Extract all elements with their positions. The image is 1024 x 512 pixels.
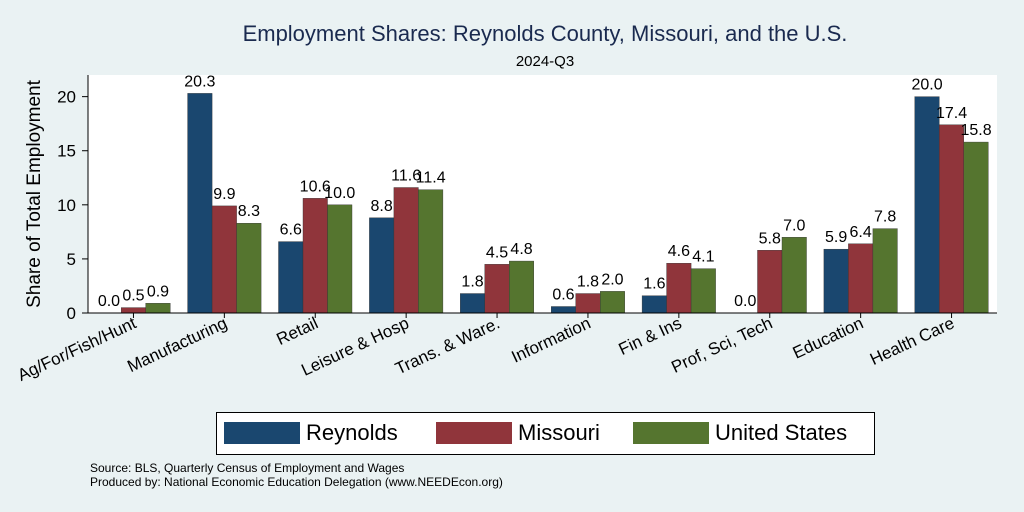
bar-reynolds-health-care — [914, 96, 940, 314]
chart-title: Employment Shares: Reynolds County, Miss… — [243, 21, 848, 46]
bar-reynolds-manufacturing — [187, 93, 213, 314]
bar-label-reynolds-health-care: 20.0 — [911, 77, 942, 94]
bar-missouri-manufacturing — [211, 205, 237, 314]
x-tick-label-health-care: Health Care — [867, 313, 957, 369]
x-tick-label-trans-ware: Trans. & Ware. — [392, 313, 502, 378]
bar-label-united-states-retail: 10.0 — [324, 185, 355, 202]
produced-by-line: Produced by: National Economic Education… — [90, 475, 503, 489]
x-tick-label-retail: Retail — [274, 313, 321, 349]
bar-label-united-states-manufacturing: 8.3 — [238, 203, 260, 220]
chart-subtitle: 2024-Q3 — [516, 53, 574, 70]
bar-label-missouri-fin-ins: 4.6 — [668, 243, 690, 260]
source-line: Source: BLS, Quarterly Census of Employm… — [90, 461, 405, 475]
bar-label-missouri-trans-ware: 4.5 — [486, 244, 508, 261]
x-tick-label-education: Education — [790, 313, 867, 362]
bar-label-united-states-leisure-hosp: 11.4 — [416, 170, 446, 187]
bar-missouri-ag-for-fish-hunt — [120, 307, 146, 314]
bar-label-united-states-ag-for-fish-hunt: 0.9 — [147, 283, 169, 300]
bar-missouri-retail — [302, 198, 328, 314]
bar-reynolds-fin-ins — [641, 295, 667, 314]
bar-label-reynolds-retail: 6.6 — [280, 222, 302, 239]
bar-reynolds-leisure-hosp — [369, 217, 395, 314]
legend-label-reynolds: Reynolds — [306, 420, 398, 445]
x-tick-label-information: Information — [509, 313, 594, 366]
y-axis-label: Share of Total Employment — [24, 79, 45, 307]
bar-missouri-leisure-hosp — [393, 187, 419, 314]
bar-reynolds-trans-ware — [460, 293, 485, 314]
bar-reynolds-information — [551, 306, 576, 314]
bar-missouri-education — [848, 243, 874, 314]
bar-label-united-states-trans-ware: 4.8 — [510, 241, 532, 258]
bar-label-missouri-health-care: 17.4 — [936, 105, 967, 122]
bar-label-missouri-manufacturing: 9.9 — [213, 186, 235, 203]
legend-label-missouri: Missouri — [518, 420, 600, 445]
bar-united-states-leisure-hosp — [418, 189, 444, 314]
legend-swatch-missouri — [436, 422, 512, 444]
y-tick-label-5: 5 — [67, 250, 76, 269]
bar-label-reynolds-ag-for-fish-hunt: 0.0 — [98, 293, 120, 310]
bar-label-missouri-ag-for-fish-hunt: 0.5 — [122, 288, 144, 305]
bar-united-states-prof-sci-tech — [781, 237, 807, 314]
y-tick-label-15: 15 — [57, 142, 76, 161]
bar-missouri-trans-ware — [484, 264, 510, 314]
bar-united-states-ag-for-fish-hunt — [145, 303, 171, 314]
bar-label-reynolds-manufacturing: 20.3 — [184, 73, 215, 90]
bar-label-reynolds-prof-sci-tech: 0.0 — [734, 293, 756, 310]
bar-label-united-states-fin-ins: 4.1 — [692, 249, 714, 266]
bar-label-united-states-education: 7.8 — [874, 209, 896, 226]
x-tick-label-fin-ins: Fin & Ins — [616, 313, 685, 359]
bar-label-reynolds-information: 0.6 — [552, 287, 574, 304]
bar-missouri-health-care — [939, 124, 964, 314]
bar-label-reynolds-trans-ware: 1.8 — [461, 274, 483, 291]
x-tick-label-prof-sci-tech: Prof, Sci, Tech — [668, 313, 775, 376]
legend: Reynolds Missouri United States — [216, 412, 875, 455]
bar-united-states-fin-ins — [690, 268, 716, 314]
legend-label-united-states: United States — [715, 420, 848, 445]
bar-united-states-trans-ware — [509, 260, 534, 314]
legend-swatch-united-states — [633, 422, 709, 444]
y-tick-label-10: 10 — [57, 196, 76, 215]
bar-reynolds-retail — [278, 241, 304, 314]
legend-item-united-states: United States — [633, 422, 847, 444]
legend-swatch-reynolds — [224, 422, 300, 444]
bar-label-missouri-information: 1.8 — [577, 274, 599, 291]
x-tick-label-ag-for-fish-hunt: Ag/For/Fish/Hunt — [15, 313, 140, 385]
y-tick-label-20: 20 — [57, 88, 76, 107]
bar-label-missouri-prof-sci-tech: 5.8 — [759, 230, 781, 247]
bar-label-united-states-prof-sci-tech: 7.0 — [783, 217, 805, 234]
bar-missouri-prof-sci-tech — [757, 250, 783, 314]
bar-missouri-fin-ins — [666, 263, 692, 314]
bar-label-united-states-health-care: 15.8 — [960, 122, 991, 139]
bar-label-reynolds-fin-ins: 1.6 — [643, 276, 665, 293]
bar-label-missouri-education: 6.4 — [850, 224, 872, 241]
x-tick-label-manufacturing: Manufacturing — [124, 313, 230, 376]
bar-label-missouri-retail: 10.6 — [300, 178, 331, 195]
y-tick-label-0: 0 — [67, 304, 76, 323]
bar-missouri-information — [575, 293, 601, 314]
bar-united-states-retail — [327, 204, 353, 314]
bar-label-reynolds-leisure-hosp: 8.8 — [371, 198, 393, 215]
bar-united-states-manufacturing — [236, 223, 262, 314]
bar-label-united-states-information: 2.0 — [601, 271, 623, 288]
bar-united-states-health-care — [963, 141, 989, 314]
bars — [88, 93, 997, 314]
bar-labels: 0.0 0.5 0.920.39.98.36.610.610.08.811.611.… — [98, 73, 992, 310]
legend-item-missouri: Missouri — [436, 422, 600, 444]
bar-united-states-information — [600, 291, 625, 314]
legend-item-reynolds: Reynolds — [224, 422, 398, 444]
bar-label-reynolds-education: 5.9 — [825, 229, 847, 246]
y-ticks: 0 5 10 15 20 — [57, 88, 88, 323]
bar-label-missouri-leisure-hosp: 11.6 — [391, 168, 421, 185]
bar-reynolds-education — [823, 248, 849, 314]
bar-united-states-education — [872, 228, 898, 314]
